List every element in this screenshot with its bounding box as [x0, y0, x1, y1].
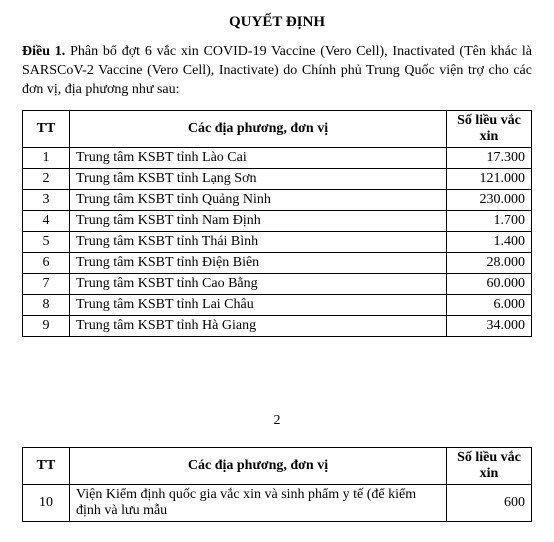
cell-tt: 1 [23, 147, 70, 168]
cell-tt: 7 [23, 273, 70, 294]
cell-qty: 230.000 [447, 189, 532, 210]
table-header-row: TT Các địa phương, đơn vị Số liều vắc xi… [23, 110, 532, 147]
cell-tt: 4 [23, 210, 70, 231]
page-number: 2 [22, 413, 532, 429]
cell-name: Trung tâm KSBT tỉnh Nam Định [70, 210, 447, 231]
cell-tt: 6 [23, 252, 70, 273]
cell-name: Trung tâm KSBT tỉnh Thái Bình [70, 231, 447, 252]
cell-name: Trung tâm KSBT tỉnh Cao Bằng [70, 273, 447, 294]
cell-name: Trung tâm KSBT tỉnh Điện Biên [70, 252, 447, 273]
cell-qty: 1.700 [447, 210, 532, 231]
cell-tt: 5 [23, 231, 70, 252]
header-tt: TT [23, 447, 70, 484]
table-row: 3Trung tâm KSBT tỉnh Quảng Ninh230.000 [23, 189, 532, 210]
cell-name: Trung tâm KSBT tỉnh Lào Cai [70, 147, 447, 168]
header-name: Các địa phương, đơn vị [70, 110, 447, 147]
cell-name: Trung tâm KSBT tỉnh Lai Châu [70, 294, 447, 315]
header-name: Các địa phương, đơn vị [70, 447, 447, 484]
cell-tt: 10 [23, 484, 70, 521]
cell-name: Trung tâm KSBT tỉnh Quảng Ninh [70, 189, 447, 210]
page-break-gap [22, 343, 532, 413]
table-row: 5Trung tâm KSBT tỉnh Thái Bình1.400 [23, 231, 532, 252]
table-row: 6Trung tâm KSBT tỉnh Điện Biên28.000 [23, 252, 532, 273]
cell-qty: 121.000 [447, 168, 532, 189]
article-1-lead: Điều 1. [22, 44, 65, 59]
cell-qty: 600 [447, 484, 532, 521]
allocation-table-page-2: TT Các địa phương, đơn vị Số liều vắc xi… [22, 447, 532, 522]
cell-tt: 8 [23, 294, 70, 315]
table-header-row: TT Các địa phương, đơn vị Số liều vắc xi… [23, 447, 532, 484]
article-1-paragraph: Điều 1. Phân bổ đợt 6 vắc xin COVID-19 V… [22, 43, 532, 100]
cell-tt: 9 [23, 315, 70, 336]
cell-tt: 2 [23, 168, 70, 189]
document-title: QUYẾT ĐỊNH [22, 14, 532, 31]
cell-qty: 1.400 [447, 231, 532, 252]
article-1-text: Phân bổ đợt 6 vắc xin COVID-19 Vaccine (… [22, 44, 532, 97]
table-row: 9Trung tâm KSBT tỉnh Hà Giang34.000 [23, 315, 532, 336]
table-row: 4Trung tâm KSBT tỉnh Nam Định1.700 [23, 210, 532, 231]
cell-qty: 60.000 [447, 273, 532, 294]
header-tt: TT [23, 110, 70, 147]
cell-name: Viện Kiểm định quốc gia vắc xin và sinh … [70, 484, 447, 521]
table-row: 8Trung tâm KSBT tỉnh Lai Châu6.000 [23, 294, 532, 315]
header-qty: Số liều vắc xin [447, 110, 532, 147]
header-qty: Số liều vắc xin [447, 447, 532, 484]
cell-qty: 34.000 [447, 315, 532, 336]
table-row: 2Trung tâm KSBT tỉnh Lạng Sơn121.000 [23, 168, 532, 189]
allocation-table-page-1: TT Các địa phương, đơn vị Số liều vắc xi… [22, 110, 532, 337]
cell-qty: 6.000 [447, 294, 532, 315]
cell-qty: 17.300 [447, 147, 532, 168]
cell-name: Trung tâm KSBT tỉnh Hà Giang [70, 315, 447, 336]
table-row: 10Viện Kiểm định quốc gia vắc xin và sin… [23, 484, 532, 521]
cell-name: Trung tâm KSBT tỉnh Lạng Sơn [70, 168, 447, 189]
table-row: 1Trung tâm KSBT tỉnh Lào Cai17.300 [23, 147, 532, 168]
cell-tt: 3 [23, 189, 70, 210]
cell-qty: 28.000 [447, 252, 532, 273]
table-row: 7Trung tâm KSBT tỉnh Cao Bằng60.000 [23, 273, 532, 294]
